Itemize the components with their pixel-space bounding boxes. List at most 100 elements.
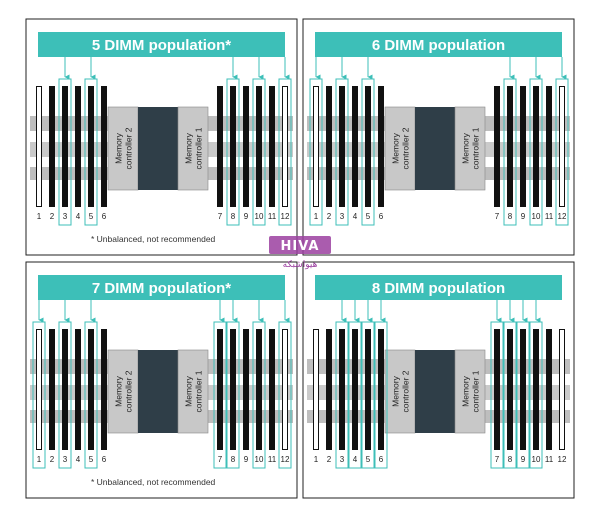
slot-number-9: 9 <box>521 212 526 221</box>
dimm-slot-5 <box>365 86 371 207</box>
slot-number-12: 12 <box>558 455 567 464</box>
controller-1-label: Memorycontroller 1 <box>184 370 204 412</box>
cpu-block <box>138 107 178 190</box>
panel-title: 8 DIMM population <box>372 280 505 297</box>
dimm-slot-1 <box>313 329 319 450</box>
slot-number-6: 6 <box>102 212 107 221</box>
dimm-slot-7 <box>217 86 223 207</box>
panel-note: * Unbalanced, not recommended <box>91 477 216 487</box>
slot-number-3: 3 <box>63 212 68 221</box>
dimm-slot-6 <box>101 86 107 207</box>
dimm-slot-12 <box>282 329 288 450</box>
dimm-slot-6 <box>378 86 384 207</box>
slot-number-9: 9 <box>244 212 249 221</box>
dimm-slot-6 <box>378 329 384 450</box>
slot-number-12: 12 <box>281 212 290 221</box>
dimm-slot-11 <box>269 329 275 450</box>
slot-number-10: 10 <box>532 212 541 221</box>
slot-number-7: 7 <box>495 455 500 464</box>
dimm-slot-3 <box>339 329 345 450</box>
slot-number-5: 5 <box>89 455 94 464</box>
slot-number-9: 9 <box>244 455 249 464</box>
dimm-slot-4 <box>352 86 358 207</box>
dimm-slot-4 <box>75 86 81 207</box>
panel-title: 5 DIMM population* <box>92 37 231 54</box>
slot-number-7: 7 <box>218 455 223 464</box>
cpu-block <box>415 107 455 190</box>
slot-number-11: 11 <box>268 455 277 464</box>
dimm-slot-10 <box>256 329 262 450</box>
panel-3: 7 DIMM population* Memorycontroller 2 Memo… <box>25 261 298 499</box>
dimm-slot-2 <box>326 86 332 207</box>
hiva-logo-icon: HIVA <box>269 236 331 254</box>
slot-number-3: 3 <box>63 455 68 464</box>
dimm-slot-4 <box>75 329 81 450</box>
memory-controller-2 <box>107 106 139 191</box>
slot-number-12: 12 <box>281 455 290 464</box>
watermark: HIVA هیواشبکه <box>269 236 331 270</box>
controller-2-label: Memorycontroller 2 <box>391 127 411 169</box>
memory-controller-1 <box>454 349 486 434</box>
slot-number-4: 4 <box>353 212 358 221</box>
dimm-slot-7 <box>494 86 500 207</box>
dimm-slot-10 <box>256 86 262 207</box>
slot-number-8: 8 <box>508 212 513 221</box>
slot-number-8: 8 <box>508 455 513 464</box>
controller-2-label: Memorycontroller 2 <box>114 127 134 169</box>
dimm-slot-8 <box>507 329 513 450</box>
dimm-slot-2 <box>326 329 332 450</box>
slot-number-11: 11 <box>545 212 554 221</box>
dimm-slot-12 <box>282 86 288 207</box>
dimm-slot-9 <box>520 86 526 207</box>
slot-number-6: 6 <box>379 455 384 464</box>
slot-number-2: 2 <box>327 212 332 221</box>
dimm-slot-8 <box>230 86 236 207</box>
slot-number-4: 4 <box>76 212 81 221</box>
panel-4: 8 DIMM population Memorycontroller 2 Memor… <box>302 261 575 499</box>
slot-number-1: 1 <box>314 212 319 221</box>
slot-number-5: 5 <box>89 212 94 221</box>
dimm-slot-10 <box>533 329 539 450</box>
slot-number-4: 4 <box>353 455 358 464</box>
cpu-block <box>415 350 455 433</box>
watermark-tagline: هیواشبکه <box>283 260 318 270</box>
slot-number-6: 6 <box>102 455 107 464</box>
panel-note: * Unbalanced, not recommended <box>91 234 216 244</box>
slot-number-5: 5 <box>366 212 371 221</box>
slot-number-8: 8 <box>231 212 236 221</box>
dimm-slot-11 <box>269 86 275 207</box>
memory-controller-2 <box>384 349 416 434</box>
dimm-slot-9 <box>243 329 249 450</box>
controller-2-label: Memorycontroller 2 <box>391 370 411 412</box>
slot-number-7: 7 <box>218 212 223 221</box>
slot-number-6: 6 <box>379 212 384 221</box>
controller-1-label: Memorycontroller 1 <box>461 370 481 412</box>
dimm-slot-1 <box>36 86 42 207</box>
dimm-slot-2 <box>49 329 55 450</box>
dimm-slot-11 <box>546 86 552 207</box>
slot-number-4: 4 <box>76 455 81 464</box>
dimm-slot-5 <box>88 329 94 450</box>
memory-controller-2 <box>384 106 416 191</box>
slot-number-1: 1 <box>314 455 319 464</box>
dimm-slot-3 <box>62 86 68 207</box>
panel-1: 5 DIMM population* Memorycontroller 2 Memo… <box>25 18 298 256</box>
dimm-slot-2 <box>49 86 55 207</box>
dimm-slot-9 <box>243 86 249 207</box>
dimm-slot-12 <box>559 329 565 450</box>
title-banner <box>38 32 285 57</box>
dimm-slot-3 <box>62 329 68 450</box>
dimm-slot-9 <box>520 329 526 450</box>
dimm-slot-7 <box>494 329 500 450</box>
dimm-slot-1 <box>313 86 319 207</box>
panel-title: 6 DIMM population <box>372 37 505 54</box>
slot-number-10: 10 <box>255 455 264 464</box>
slot-number-9: 9 <box>521 455 526 464</box>
dimm-slot-11 <box>546 329 552 450</box>
title-banner <box>38 275 285 300</box>
panel-title: 7 DIMM population* <box>92 280 231 297</box>
memory-controller-1 <box>177 349 209 434</box>
dimm-slot-8 <box>230 329 236 450</box>
slot-number-10: 10 <box>255 212 264 221</box>
